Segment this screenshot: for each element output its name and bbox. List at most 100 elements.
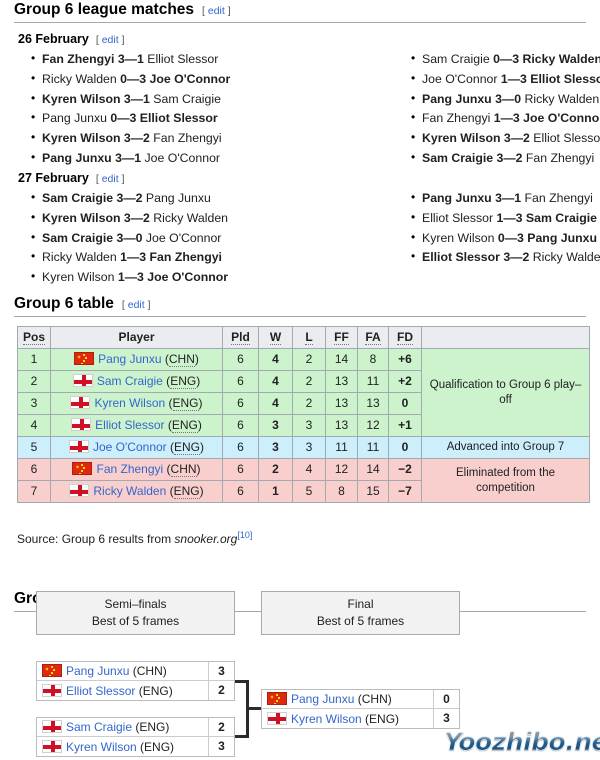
country-code: (ENG) [165,396,203,411]
edit-link-27-february[interactable]: [ edit ] [95,173,125,185]
player-link[interactable]: Sam Craigie [96,374,163,388]
round-format: Best of 5 frames [316,614,405,628]
match-score: 1—3 [117,270,144,285]
match-score: 1—3 [496,210,523,225]
cell-position: 6 [16,458,52,481]
flag-icon-chn [72,462,93,475]
player-link[interactable]: Ricky Walden [93,484,167,498]
player-link[interactable]: Elliot Slessor [95,418,165,432]
player-link[interactable]: Fan Zhengyi [96,462,164,476]
match-result-item: Kyren Wilson 1—3 Joe O'Connor [30,267,229,288]
competitor-score: 3 [208,662,234,680]
match-player-1: Ricky Walden [42,250,121,265]
match-score: 1—3 [500,71,527,86]
player-link[interactable]: Kyren Wilson [94,396,166,410]
player-link[interactable]: Pang Junxu [291,692,355,706]
match-player-1: Pang Junxu [422,91,496,106]
edit-link-anchor[interactable]: edit [101,34,119,46]
bracket-match-final[interactable]: Pang Junxu (CHN) 0 Kyren Wilson (ENG) 3 [261,689,460,729]
cell-fd: 0 [388,436,423,459]
column-header-pld: Pld [222,326,260,349]
match-player-1: Fan Zhengyi [422,111,494,126]
cell-fa: 15 [357,480,390,503]
match-result-item: Kyren Wilson 3—2 Elliot Slessor [410,128,600,149]
player-link[interactable]: Elliot Slessor [66,683,136,698]
match-player-2: Elliot Slessor [530,71,600,86]
match-player-1: Sam Craigie [42,230,117,245]
country-code: (ENG) [162,374,201,389]
player-link[interactable]: Sam Craigie [66,720,133,734]
player-link[interactable]: Pang Junxu [98,352,162,366]
match-player-2: Elliot Slessor [136,111,218,126]
section-title-text: Group 6 league matches [14,1,195,18]
final-competitor-row: Kyren Wilson (ENG) 3 [262,709,459,728]
matches-26-feb-left-column: Fan Zhengyi 3—1 Elliot Slessor Ricky Wald… [30,49,230,169]
cell-pld: 6 [222,436,260,459]
edit-link-anchor[interactable]: edit [127,299,145,311]
semifinal-2-competitor-row: Sam Craigie (ENG) 2 [37,718,234,737]
match-player-2: Joe O'Connor [141,150,221,165]
player-link[interactable]: Kyren Wilson [291,711,362,726]
bracket-match-semifinal-2[interactable]: Sam Craigie (ENG) 2 Kyren Wilson (ENG) 3 [36,717,235,757]
match-player-1: Pang Junxu [422,191,496,205]
source-prefix: Source: Group 6 results from [17,532,175,546]
cell-pld: 6 [222,458,260,481]
match-result-item: Kyren Wilson 0—3 Pang Junxu [410,228,600,249]
match-player-1: Fan Zhengyi [42,52,118,66]
edit-link-26-february[interactable]: [ edit ] [95,34,125,46]
match-result-item: Pang Junxu 3—1 Fan Zhengyi [410,188,600,209]
cell-pld: 6 [222,392,260,415]
match-player-2: Ricky Walden [521,91,600,106]
edit-link-anchor[interactable]: edit [207,5,225,17]
cell-fd: +6 [388,348,423,371]
competitor-name: Pang Junxu (CHN) [262,692,433,706]
cell-w: 3 [258,436,294,459]
competitor-name: Kyren Wilson (ENG) [262,711,433,726]
cell-pld: 6 [222,370,260,393]
match-player-1: Kyren Wilson [42,210,124,225]
table-heading-row: Group 6 table [ edit ] [14,295,151,313]
match-score: 3—1 [115,150,142,165]
match-player-2: Joe O'Connor [143,270,229,285]
match-player-2: Pang Junxu [523,230,597,245]
match-player-2: Joe O'Connor [519,111,600,126]
player-link[interactable]: Pang Junxu [66,664,130,678]
match-player-1: Sam Craigie [422,52,494,66]
round-name: Semi–finals [104,597,167,611]
cell-fa: 12 [357,414,390,437]
table-row: 1 Pang Junxu (CHN) 6 4 2 14 8 +6 Qualification t… [16,348,591,437]
match-result-item: Sam Craigie 3—0 Joe O'Connor [30,228,228,249]
cell-player: Sam Craigie (ENG) [50,370,224,393]
column-header-ff: FF [325,326,359,349]
match-player-2: Fan Zhengyi [149,131,222,146]
cell-ff: 8 [325,480,359,503]
match-player-2: Ricky Walden [149,210,229,225]
match-player-2: Ricky Walden [519,52,600,66]
player-link[interactable]: Kyren Wilson [66,739,137,754]
country-code: (ENG) [166,440,205,455]
bracket-match-semifinal-1[interactable]: Pang Junxu (CHN) 3 Elliot Slessor (ENG) 2 [36,661,235,701]
match-score: 0—3 [497,230,524,245]
column-header-label: FA [365,330,381,345]
match-list: Sam Craigie 0—3 Ricky WaldenJoe O'Connor… [410,49,600,169]
source-site: snooker.org [174,532,238,546]
country-code: (ENG) [135,683,173,698]
competitor-name: Kyren Wilson (ENG) [37,739,208,754]
edit-link-group-table[interactable]: [ edit ] [121,299,151,311]
league-matches-heading-row: Group 6 league matches [ edit ] [14,1,231,19]
player-link[interactable]: Joe O'Connor [93,440,167,454]
column-header-label: Player [118,330,155,344]
country-code: (CHN) [163,462,201,477]
cell-fd: −2 [388,458,423,481]
reference-marker[interactable]: [10] [237,530,253,540]
match-score: 3—2 [503,131,530,146]
match-player-1: Ricky Walden [42,71,121,86]
match-player-2: Pang Junxu [142,191,211,205]
cell-w: 3 [258,414,294,437]
match-player-1: Sam Craigie [42,191,117,205]
date-heading-26-february: 26 February [ edit ] [18,32,125,46]
edit-link-league-matches[interactable]: [ edit ] [202,5,231,17]
edit-link-anchor[interactable]: edit [101,173,119,185]
cell-fa: 14 [357,458,390,481]
match-score: 1—3 [493,111,520,126]
